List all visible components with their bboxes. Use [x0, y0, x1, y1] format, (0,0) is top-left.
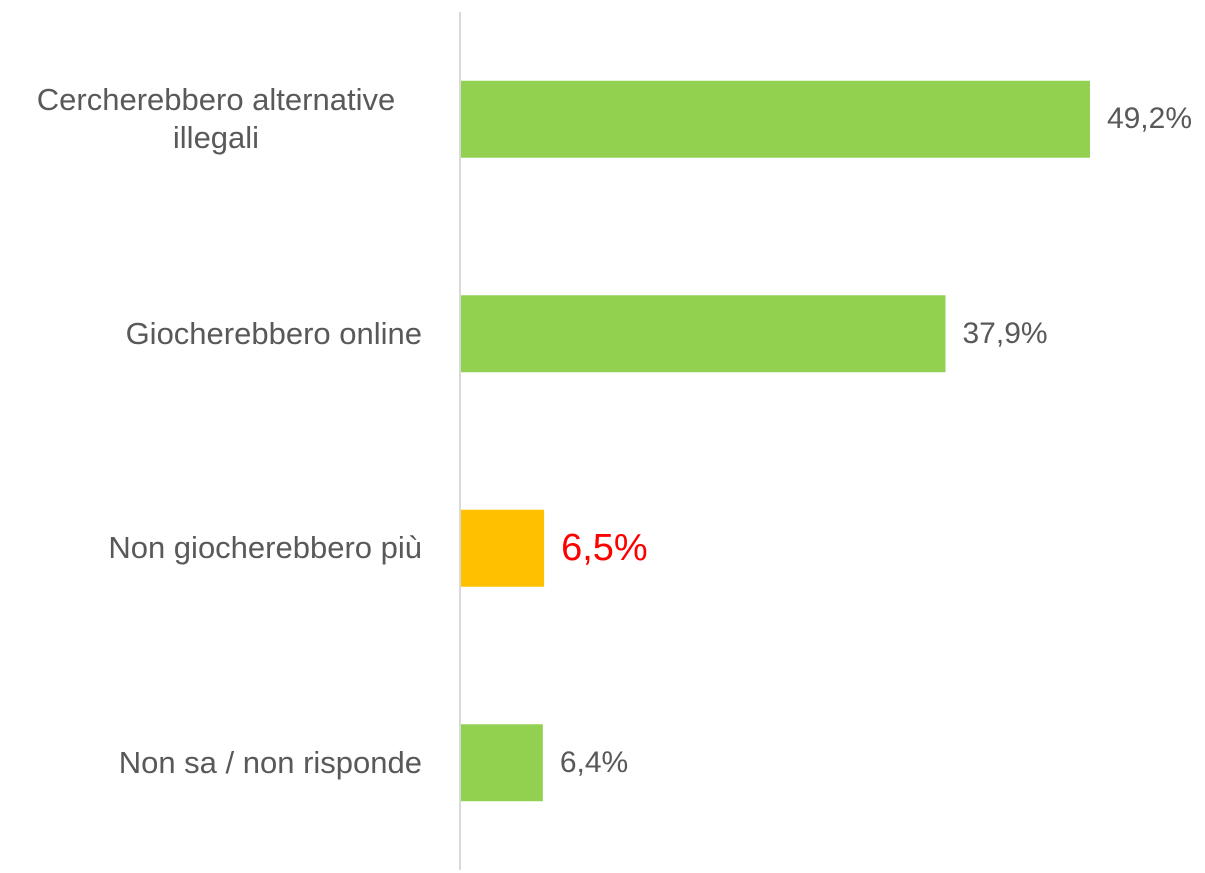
category-text: Non sa / non risponde [118, 744, 422, 780]
category-label: Giocherebbero online [0, 315, 422, 353]
bar [461, 80, 1090, 158]
category-text: Giocherebbero online [125, 315, 422, 351]
bar [461, 724, 543, 802]
category-label: Non giocherebbero più [0, 529, 422, 567]
value-label: 49,2% [1106, 102, 1193, 136]
category-label: Non sa / non risponde [0, 744, 422, 782]
category-label: Cercherebbero alternative illegali [0, 81, 422, 157]
bar [461, 509, 545, 587]
category-text: Non giocherebbero più [108, 530, 422, 566]
value-label: 6,4% [559, 745, 629, 779]
bar [461, 295, 946, 373]
value-label: 6,5% [561, 526, 648, 569]
value-label: 37,9% [962, 316, 1048, 350]
category-text: Cercherebbero alternative illegali [36, 82, 396, 156]
